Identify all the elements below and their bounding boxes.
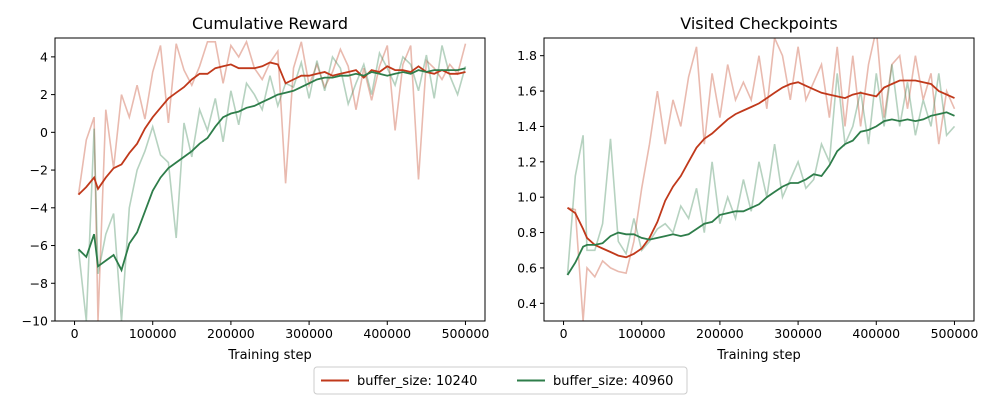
x-tick-label: 100000 <box>618 326 666 341</box>
y-tick-label: 0 <box>40 125 48 140</box>
y-tick-label: −4 <box>30 200 48 215</box>
y-tick-label: 0.4 <box>517 296 537 311</box>
x-axis-label: Training step <box>716 348 801 363</box>
raw-series-line-1 <box>77 45 467 321</box>
raw-series-line-0 <box>567 38 956 321</box>
plot-frame <box>543 37 975 322</box>
x-tick-label: 300000 <box>285 326 333 341</box>
y-tick-label: 0.6 <box>517 260 537 275</box>
chart-title: Cumulative Reward <box>192 14 348 33</box>
smoothed-series-line-1 <box>77 67 466 273</box>
legend: buffer_size: 10240 buffer_size: 40960 <box>313 366 688 395</box>
x-tick-label: 0 <box>560 326 568 341</box>
x-tick-label: 500000 <box>931 326 979 341</box>
x-tick-label: 0 <box>71 326 79 341</box>
y-tick-label: 1.4 <box>517 119 537 134</box>
y-tick-label: 2 <box>40 87 48 102</box>
axis-ticks: 0 100000 200000 300000 400000 500000 −10 −8 −6 −4… <box>22 49 490 341</box>
y-tick-label: 4 <box>40 49 48 64</box>
plot-area <box>77 39 467 321</box>
y-tick-label: −6 <box>30 238 48 253</box>
x-tick-label: 500000 <box>442 326 490 341</box>
x-tick-label: 200000 <box>696 326 744 341</box>
y-tick-label: 1.2 <box>517 154 537 169</box>
x-tick-label: 400000 <box>852 326 900 341</box>
smoothed-series-line-0 <box>566 79 955 259</box>
chart-title: Visited Checkpoints <box>680 14 838 33</box>
y-tick-label: 0.8 <box>517 225 537 240</box>
smoothed-series-line-1 <box>566 111 955 276</box>
y-tick-label: −10 <box>22 314 48 329</box>
y-tick-label: −8 <box>30 276 48 291</box>
legend-label-10240: buffer_size: 10240 <box>357 374 477 389</box>
y-tick-label: 1.0 <box>517 190 537 205</box>
legend-label-40960: buffer_size: 40960 <box>553 374 673 389</box>
y-tick-label: 1.6 <box>517 84 537 99</box>
x-tick-label: 200000 <box>207 326 255 341</box>
y-tick-label: 1.8 <box>517 48 537 63</box>
raw-series-line-1 <box>566 64 956 276</box>
x-tick-label: 300000 <box>774 326 822 341</box>
chart-cumulative-reward: Cumulative Reward 0 100000 200000 300000 400… <box>22 14 490 363</box>
plot-area <box>566 38 956 321</box>
smoothed-series-line-0 <box>77 61 466 196</box>
chart-visited-checkpoints: Visited Checkpoints 0 100000 200000 300000 4… <box>517 14 978 363</box>
axis-ticks: 0 100000 200000 300000 400000 500000 0.4 0.6 0.8… <box>517 48 978 341</box>
plot-frame <box>54 37 486 322</box>
x-tick-label: 400000 <box>363 326 411 341</box>
legend-frame <box>313 366 688 395</box>
x-tick-label: 100000 <box>129 326 177 341</box>
x-axis-label: Training step <box>227 348 312 363</box>
y-tick-label: −2 <box>30 163 48 178</box>
